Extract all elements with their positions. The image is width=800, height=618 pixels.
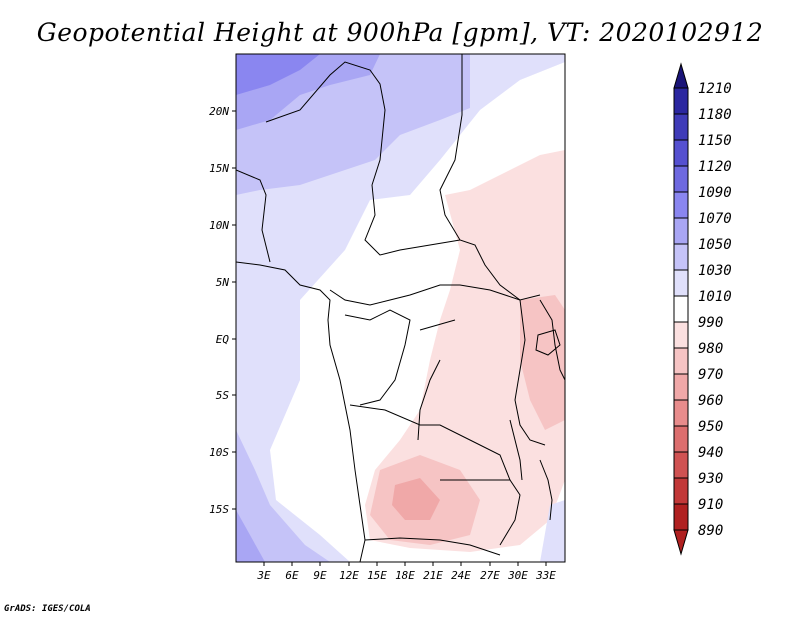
lon-label: 15E <box>367 569 387 582</box>
colorbar-label: 1030 <box>698 263 732 279</box>
colorbar-label: 1210 <box>698 81 732 97</box>
boundaries <box>236 54 565 562</box>
colorbar-label: 950 <box>698 419 723 435</box>
border-namibia <box>364 537 501 556</box>
lat-label: 5N <box>216 276 230 289</box>
colorbar-label: 940 <box>698 445 723 461</box>
lon-label: 27E <box>480 569 500 582</box>
colorbar-segment <box>673 191 689 219</box>
field-band-1050-south <box>236 510 265 562</box>
field-band-960 <box>392 478 440 520</box>
lake-victoria <box>535 329 561 356</box>
colorbar-label: 1150 <box>698 133 732 149</box>
colorbar-label: 990 <box>698 315 723 331</box>
field-band-980 <box>365 150 565 552</box>
border-nigeria-west <box>236 169 271 263</box>
lat-label: 15S <box>209 503 229 516</box>
colorbar-label: 1010 <box>698 289 732 305</box>
field-band-1010 <box>236 54 565 562</box>
lon-label: 9E <box>313 569 327 582</box>
colorbar-segment <box>673 347 689 375</box>
colorbar-segment <box>673 451 689 479</box>
colorbar-segment <box>673 165 689 193</box>
colorbar-label: 890 <box>698 523 723 539</box>
map-frame <box>235 53 566 563</box>
colorbar-label: 1180 <box>698 107 732 123</box>
lon-axis: 3E 6E 9E 12E 15E 18E 21E 24E 27E 30E 33E <box>256 562 556 582</box>
lon-label: 24E <box>451 569 471 582</box>
lake-malawi <box>539 459 553 521</box>
colorbar-segment <box>673 139 689 167</box>
colorbar-top-arrow <box>673 62 689 89</box>
lon-label: 30E <box>507 569 528 582</box>
lat-label: 5S <box>216 389 230 402</box>
border-congo-gabon <box>344 309 411 406</box>
lon-label: 18E <box>395 569 415 582</box>
colorbar-label: 1050 <box>698 237 732 253</box>
colorbar-segment <box>673 321 689 349</box>
lon-label: 33E <box>535 569 556 582</box>
colorbar-label: 980 <box>698 341 723 357</box>
field-band-1010-southeast <box>540 500 565 562</box>
colorbar-segment <box>673 399 689 427</box>
chart-title: Geopotential Height at 900hPa [gpm], VT:… <box>36 18 764 47</box>
colorbar-label: 930 <box>698 471 723 487</box>
field-band-1070 <box>236 54 320 95</box>
lake-tanganyika <box>509 419 523 481</box>
lat-label: EQ <box>216 333 230 346</box>
colorbar-segment <box>673 295 689 323</box>
colorbar-segment <box>673 243 689 271</box>
colorbar-segment <box>673 269 689 297</box>
colorbar-label: 970 <box>698 367 723 383</box>
colorbar-label: 960 <box>698 393 723 409</box>
border-drc-internal <box>417 359 441 441</box>
lon-label: 12E <box>339 569 359 582</box>
lat-axis: 20N 15N 10N 5N EQ 5S 10S 15S <box>209 105 236 516</box>
border-niger <box>265 61 386 186</box>
coastline-west <box>236 261 366 562</box>
colorbar-label: 1120 <box>698 159 732 175</box>
border-great-lakes <box>514 299 546 446</box>
lon-label: 6E <box>285 569 299 582</box>
border-chad-car <box>364 184 461 256</box>
colorbar-segment <box>673 503 689 531</box>
border-angola-drc <box>349 404 511 481</box>
border-east <box>539 299 565 381</box>
border-congo-north <box>329 284 521 306</box>
river-congo <box>419 319 456 331</box>
colorbar-label: 1090 <box>698 185 732 201</box>
border-zambia <box>440 479 521 546</box>
colorbar-segment <box>673 425 689 453</box>
colorbar-bottom-arrow <box>673 529 689 556</box>
lat-label: 10S <box>209 446 229 459</box>
colorbar: 1210 1180 1150 1120 1090 1070 1050 1030 1010 990 9… <box>673 62 732 556</box>
colorbar-label: 910 <box>698 497 723 513</box>
lat-label: 20N <box>209 105 229 118</box>
colorbar-segment <box>673 373 689 401</box>
lat-label: 15N <box>209 162 229 175</box>
colorbar-segment <box>673 477 689 505</box>
height-field <box>236 54 565 562</box>
field-band-970-east <box>520 295 565 430</box>
colorbar-segment <box>673 87 689 115</box>
colorbar-segment <box>673 113 689 141</box>
colorbar-label: 1070 <box>698 211 732 227</box>
field-band-1030-south <box>236 430 330 562</box>
lon-label: 21E <box>423 569 443 582</box>
colorbar-segment <box>673 217 689 245</box>
lat-label: 10N <box>209 219 229 232</box>
lon-label: 3E <box>256 569 271 582</box>
grads-credit: GrADS: IGES/COLA <box>4 604 91 614</box>
